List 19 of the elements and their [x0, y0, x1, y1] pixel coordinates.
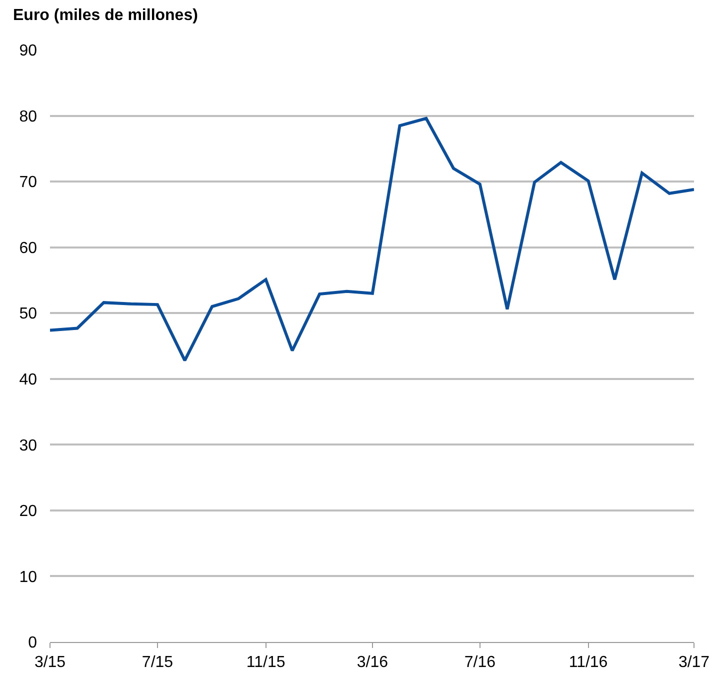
y-tick-label: 50	[19, 306, 38, 323]
y-tick-label: 10	[19, 568, 38, 586]
x-tick-label: 11/15	[246, 654, 286, 672]
x-tick-label: 7/15	[142, 654, 174, 672]
y-tick-label: 20	[19, 503, 38, 520]
y-tick-label: 60	[19, 240, 38, 257]
y-tick-label: 80	[19, 108, 38, 126]
x-tick-label: 11/16	[568, 654, 608, 672]
y-tick-label: 90	[19, 42, 38, 60]
x-tick-label: 3/15	[34, 654, 66, 672]
y-tick-label: 30	[19, 437, 38, 454]
y-tick-label: 40	[19, 371, 38, 388]
x-tick-label: 3/17	[678, 654, 710, 672]
y-tick-label: 0	[28, 634, 38, 652]
x-tick-label: 7/16	[464, 654, 496, 672]
line-series	[50, 116, 694, 362]
y-axis-title: Euro (miles de millones)	[13, 7, 198, 24]
y-tick-label: 70	[19, 174, 38, 192]
x-tick-label: 3/16	[356, 654, 388, 672]
